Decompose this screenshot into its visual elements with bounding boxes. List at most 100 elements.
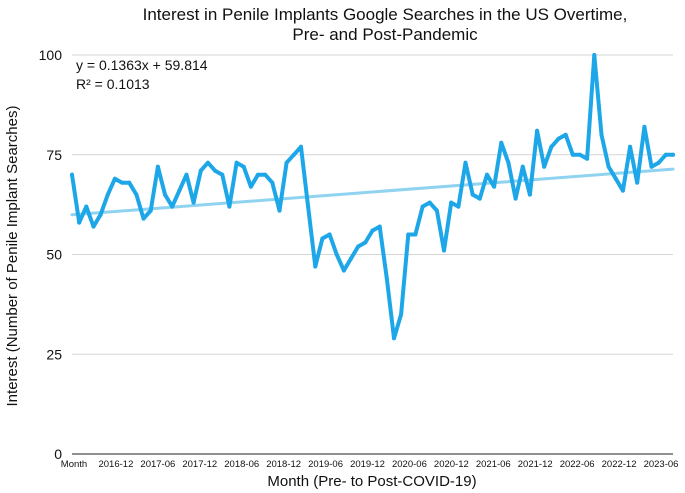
data-point	[449, 200, 454, 205]
data-point	[234, 160, 239, 165]
data-point	[120, 180, 125, 185]
x-tick-label: 2020-06	[392, 459, 427, 470]
data-point	[148, 208, 153, 213]
x-tick-label: Month	[61, 459, 87, 470]
data-point	[427, 200, 432, 205]
data-point	[334, 252, 339, 257]
x-tick-label: 2021-12	[518, 459, 553, 470]
data-point	[434, 208, 439, 213]
data-point	[155, 164, 160, 169]
data-point	[563, 132, 568, 137]
trend-r-squared: R² = 0.1013	[76, 76, 150, 92]
x-tick-label: 2018-12	[266, 459, 301, 470]
data-point	[70, 172, 74, 177]
data-point	[327, 232, 332, 237]
data-point	[291, 152, 296, 157]
chart-title-line-2: Pre- and Post-Pandemic	[292, 25, 478, 44]
data-point	[177, 188, 182, 193]
data-point	[599, 132, 604, 137]
data-point	[585, 156, 590, 161]
data-point	[241, 164, 246, 169]
data-point	[77, 220, 82, 225]
trend-equation: y = 0.1363x + 59.814	[76, 57, 208, 73]
data-point	[577, 152, 582, 157]
y-tick-labels: 0 25 50 75 100	[39, 47, 63, 462]
data-point	[134, 192, 139, 197]
y-tick-label: 0	[54, 446, 62, 462]
data-point	[127, 180, 132, 185]
y-tick-label: 100	[39, 47, 63, 63]
data-point	[570, 152, 575, 157]
data-point	[477, 196, 482, 201]
data-point	[105, 192, 110, 197]
x-tick-label: 2017-06	[140, 459, 175, 470]
data-point	[370, 228, 375, 233]
data-point	[377, 224, 382, 229]
data-point	[542, 164, 547, 169]
x-tick-label: 2016-12	[98, 459, 133, 470]
data-point	[442, 248, 447, 253]
x-tick-label: 2018-06	[224, 459, 259, 470]
data-point	[384, 276, 389, 281]
data-point	[635, 180, 640, 185]
y-axis-label: Interest (Number of Penile Implant Searc…	[4, 106, 21, 407]
data-point	[656, 160, 661, 165]
data-point	[527, 192, 532, 197]
series-line	[70, 53, 675, 341]
x-tick-label: 2019-12	[350, 459, 385, 470]
data-point	[484, 172, 489, 177]
chart-title-line-1: Interest in Penile Implants Google Searc…	[143, 5, 628, 24]
data-point	[556, 136, 561, 141]
data-point	[277, 208, 282, 213]
data-point	[98, 212, 103, 217]
data-point	[198, 168, 203, 173]
data-point	[220, 172, 225, 177]
data-point	[470, 192, 475, 197]
data-point	[391, 336, 396, 341]
data-point	[613, 176, 618, 181]
data-point	[535, 128, 540, 133]
x-tick-label: 2020-12	[434, 459, 469, 470]
data-point	[363, 240, 368, 245]
data-point	[163, 192, 168, 197]
x-tick-labels: Month 2016-12 2017-06 2017-12 2018-06 2018-12…	[61, 459, 679, 470]
x-tick-label: 2021-06	[476, 459, 511, 470]
data-point	[306, 204, 311, 209]
x-tick-label: 2023-06	[644, 459, 679, 470]
data-point	[492, 184, 497, 189]
data-point	[606, 164, 611, 169]
data-point	[663, 152, 668, 157]
data-point	[520, 164, 525, 169]
data-points	[70, 53, 675, 341]
data-point	[499, 140, 504, 145]
data-point	[549, 144, 554, 149]
y-tick-label: 25	[46, 346, 62, 362]
data-point	[248, 184, 253, 189]
data-point	[263, 172, 268, 177]
data-point	[205, 160, 210, 165]
data-point	[420, 204, 425, 209]
x-tick-label: 2019-06	[308, 459, 343, 470]
data-point	[628, 144, 633, 149]
data-point	[671, 152, 675, 157]
data-point	[592, 53, 597, 57]
data-point	[356, 244, 361, 249]
data-point	[649, 164, 654, 169]
data-point	[256, 172, 261, 177]
y-tick-label: 75	[46, 147, 62, 163]
data-point	[191, 200, 196, 205]
data-point	[313, 264, 318, 269]
data-point	[227, 204, 232, 209]
data-point	[399, 312, 404, 317]
data-point	[141, 216, 146, 221]
y-tick-label: 50	[46, 247, 62, 263]
data-point	[406, 232, 411, 237]
data-point	[284, 160, 289, 165]
data-point	[91, 224, 96, 229]
data-point	[620, 188, 625, 193]
data-point	[506, 160, 511, 165]
data-point	[184, 172, 189, 177]
data-point	[170, 204, 175, 209]
